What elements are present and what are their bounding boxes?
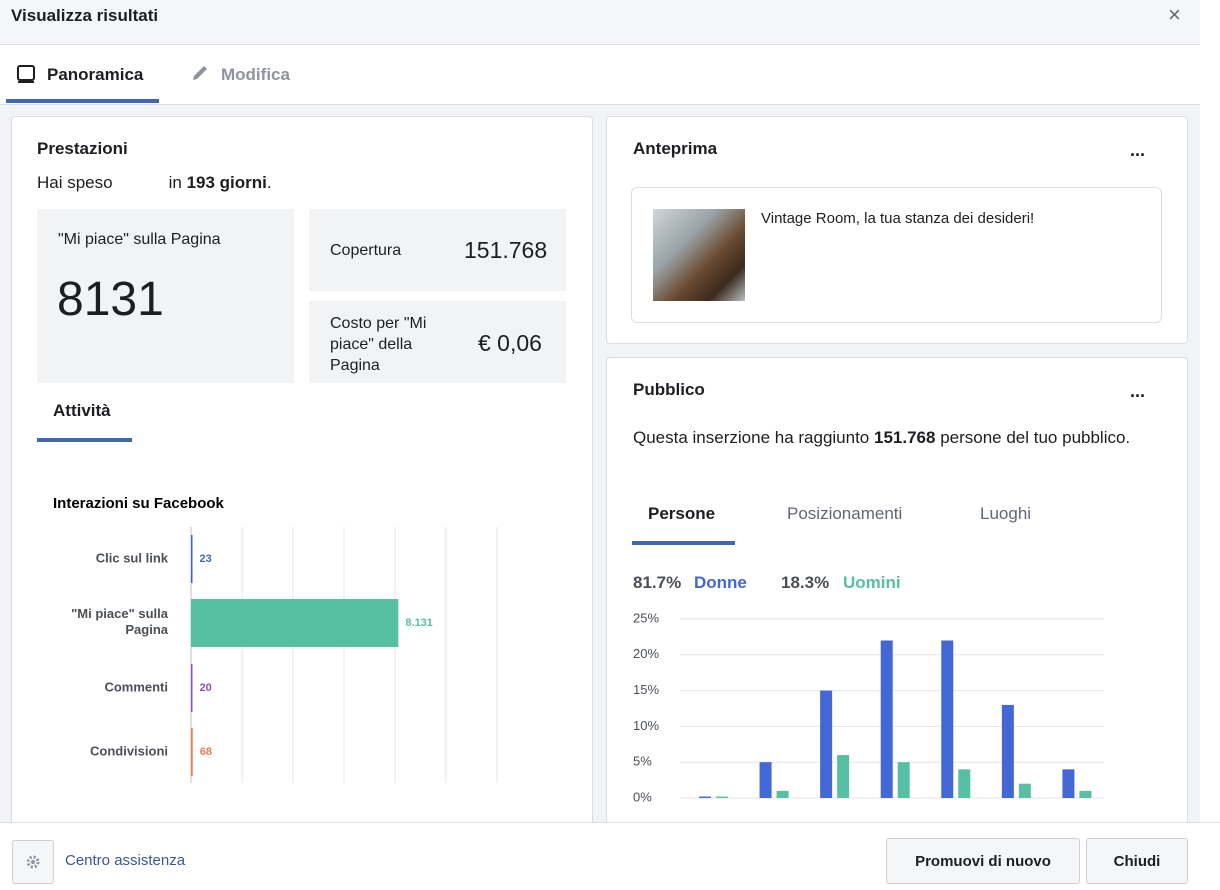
gender-share: 18.3% [781, 573, 830, 592]
y-tick-label: 5% [633, 754, 652, 769]
chart-title: Interazioni su Facebook [53, 495, 225, 512]
y-tick-label: 25% [633, 610, 659, 625]
bar [941, 640, 954, 798]
audience-card [606, 357, 1188, 837]
gear-icon [26, 855, 40, 869]
metric-label: Copertura [330, 242, 402, 259]
text: in [168, 173, 182, 192]
card-title: Prestazioni [37, 139, 128, 158]
value-label: 23 [200, 553, 212, 565]
tab[interactable]: Panoramica [47, 65, 144, 84]
metric-value: € 0,06 [478, 330, 542, 356]
value-label: 8.131 [405, 617, 433, 629]
tab[interactable]: Posizionamenti [787, 504, 903, 523]
metric-value: 8131 [57, 273, 164, 326]
category-label: Commenti [104, 679, 168, 694]
reach-text: Questa inserzione ha raggiunto 151.768 p… [633, 426, 1133, 450]
bar [1079, 790, 1092, 798]
spent-text: Hai speso in 193 giorni. [37, 173, 272, 193]
card-title: Anteprima [633, 139, 718, 158]
tab[interactable]: Persone [648, 504, 716, 523]
charts: Interazioni su Facebook Clic sul link 23 "… [53, 495, 1104, 804]
card-title: Pubblico [633, 380, 705, 399]
tab[interactable]: Luoghi [980, 504, 1032, 523]
bar [191, 535, 193, 583]
close-button[interactable]: × [1168, 2, 1181, 27]
settings-button[interactable] [12, 840, 54, 884]
tab[interactable]: Modifica [221, 65, 290, 84]
gender-share: 81.7% [633, 573, 682, 592]
menu-button[interactable]: ... [1130, 381, 1146, 401]
days: 193 giorni [186, 173, 267, 192]
bar [191, 664, 193, 712]
category-label: "Mi piace" sulla Pagina [71, 606, 169, 637]
ad-text: Vintage Room, la tua stanza dei desideri… [761, 210, 1035, 227]
metric-box [309, 209, 566, 291]
bar [897, 762, 910, 798]
overview-icon [17, 65, 35, 83]
bar [191, 728, 193, 776]
metric-value: 151.768 [464, 237, 548, 263]
text: . [266, 173, 272, 192]
y-tick-label: 15% [633, 682, 659, 697]
value-label: 68 [200, 746, 212, 758]
metric-box [37, 209, 294, 383]
value-label: 20 [200, 682, 212, 694]
tab-underline [632, 541, 735, 545]
bar [191, 599, 399, 647]
bar [716, 796, 728, 798]
thumbnail [653, 209, 745, 301]
tab-underline [37, 438, 132, 442]
bar [699, 796, 711, 798]
metric-label: "Mi piace" sulla Pagina [58, 231, 221, 248]
tab[interactable]: Attività [53, 401, 111, 420]
reach-value: 151.768 [874, 428, 936, 447]
dialog-title: Visualizza risultati [11, 6, 159, 25]
metric-label: Costo per "Mi piace" della Pagina [330, 315, 427, 374]
y-tick-label: 0% [633, 789, 652, 804]
tab-underline [6, 99, 159, 103]
bar [1001, 704, 1014, 798]
header [0, 0, 1200, 45]
bar [776, 790, 789, 798]
edit-icon [193, 66, 207, 80]
metric-box [309, 301, 566, 383]
y-tick-label: 10% [633, 718, 659, 733]
category-label: Condivisioni [90, 743, 168, 758]
bar [1018, 783, 1031, 798]
bar [837, 755, 850, 798]
bar [1062, 769, 1075, 798]
help-link[interactable]: Centro assistenza [65, 852, 186, 869]
close-button[interactable]: Chiudi [1086, 838, 1188, 884]
category-label: Clic sul link [96, 550, 169, 565]
bar [759, 762, 772, 798]
text: Hai speso [37, 173, 113, 192]
bar [958, 769, 971, 798]
bar [820, 690, 833, 798]
bar [880, 640, 893, 798]
promote-button[interactable]: Promuovi di nuovo [886, 838, 1080, 884]
text: Questa inserzione ha raggiunto [633, 428, 870, 447]
text: persone del tuo pubblico. [940, 428, 1131, 447]
menu-button[interactable]: ... [1130, 140, 1146, 160]
y-tick-label: 20% [633, 646, 659, 661]
gender-label: Donne [694, 573, 747, 592]
gender-label: Uomini [843, 573, 901, 592]
